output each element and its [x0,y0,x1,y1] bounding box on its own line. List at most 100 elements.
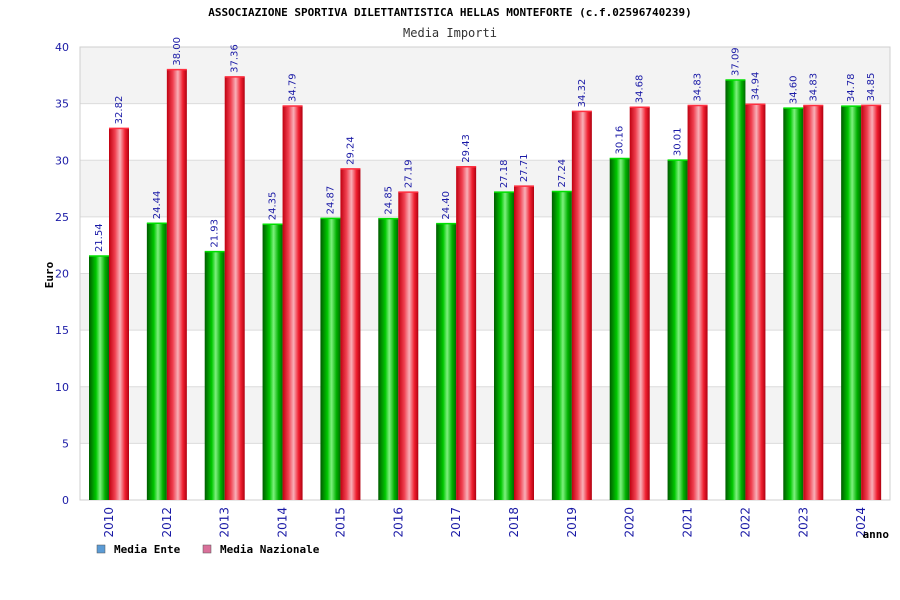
bar [725,79,746,500]
y-tick-label: 20 [55,268,69,281]
bar [204,251,225,500]
legend-swatch [202,544,212,554]
value-label: 34.85 [866,73,877,102]
value-label: 27.18 [499,160,510,189]
bar [340,168,361,500]
value-label: 34.78 [846,73,857,102]
grid-band [80,160,890,217]
value-label: 30.01 [673,127,684,156]
legend-swatch [96,544,106,554]
value-label: 34.32 [577,79,588,108]
value-label: 37.09 [730,47,741,76]
grid-band [80,273,890,331]
x-tick-label: 2018 [507,507,521,538]
y-tick-label: 25 [55,211,69,224]
bar [571,111,592,501]
bar [803,105,824,501]
value-label: 32.82 [114,96,125,125]
value-label: 24.35 [268,192,279,221]
bar [146,223,167,501]
grid-band [80,386,890,444]
plot-area [79,46,891,501]
value-label: 21.54 [94,223,105,252]
x-tick-label: 2021 [681,507,695,538]
x-tick-label: 2019 [565,507,579,538]
bar [687,105,708,501]
x-tick-label: 2020 [623,507,637,538]
bar [224,76,245,500]
x-tick-label: 2010 [102,507,116,538]
legend-label: Media Nazionale [220,543,320,556]
value-label: 27.19 [403,159,414,188]
bar [514,186,534,500]
value-label: 27.71 [519,154,530,183]
y-tick-label: 5 [62,437,69,450]
bar [378,218,399,501]
chart-subtitle: Media Importi [403,26,497,40]
bar [841,106,862,500]
value-label: 24.40 [441,191,452,220]
x-tick-label: 2013 [218,507,232,538]
y-tick-label: 10 [55,381,69,394]
value-label: 34.83 [808,73,819,102]
x-tick-label: 2016 [391,507,405,538]
x-tick-label: 2015 [333,507,347,538]
value-label: 29.24 [345,136,356,165]
bar [629,107,650,501]
value-label: 34.94 [750,72,761,101]
y-tick-label: 35 [55,98,69,111]
bar [494,192,514,500]
bar [861,105,882,500]
bar [456,166,477,500]
bar [89,256,109,500]
grid-band [80,443,890,500]
x-axis: 2010 2012 2013 2014 2015 2016 2017 2018 2019 2020… [102,507,868,538]
grid-band [80,330,890,387]
bar [282,106,303,501]
value-label: 30.16 [615,126,626,155]
y-axis: 0 5 10 15 20 25 30 35 40 [55,41,69,507]
bar [436,223,457,501]
value-label: 34.79 [288,73,299,102]
chart-title: ASSOCIAZIONE SPORTIVA DILETTANTISTICA HE… [208,6,691,19]
x-tick-label: 2024 [854,507,868,538]
legend: Media Ente Media Nazionale [96,543,320,556]
x-tick-label: 2012 [160,507,174,538]
bar [320,218,341,501]
grid-band [80,216,890,274]
x-tick-label: 2022 [738,507,752,538]
grid-band [80,47,890,104]
x-tick-label: 2023 [796,507,810,538]
value-label: 38.00 [172,37,183,66]
value-label: 24.85 [383,186,394,215]
value-labels: 21.54 32.82 24.44 38.00 21.93 37.36 24.35 34.79… [94,37,877,252]
y-tick-label: 0 [62,494,69,507]
value-label: 27.24 [557,159,568,188]
value-label: 29.43 [461,134,472,163]
y-tick-label: 40 [55,41,69,54]
x-tick-label: 2017 [449,507,463,538]
bar [398,192,419,501]
value-label: 24.87 [325,186,336,215]
value-label: 21.93 [210,219,221,248]
bar [609,158,630,501]
bar [745,104,766,500]
bar [166,69,187,501]
bar [667,160,688,500]
bar [783,108,804,500]
legend-label: Media Ente [114,543,181,556]
value-label: 24.44 [152,191,163,220]
grid-band [80,103,890,161]
bar [551,191,572,500]
value-label: 34.83 [693,73,704,102]
bar [262,224,283,500]
y-tick-label: 30 [55,154,69,167]
y-tick-label: 15 [55,324,69,337]
bar [109,128,129,500]
bars [89,68,882,501]
x-axis-title: anno [863,528,890,541]
x-tick-label: 2014 [276,507,290,538]
value-label: 34.60 [788,76,799,105]
y-axis-title: Euro [43,261,56,288]
